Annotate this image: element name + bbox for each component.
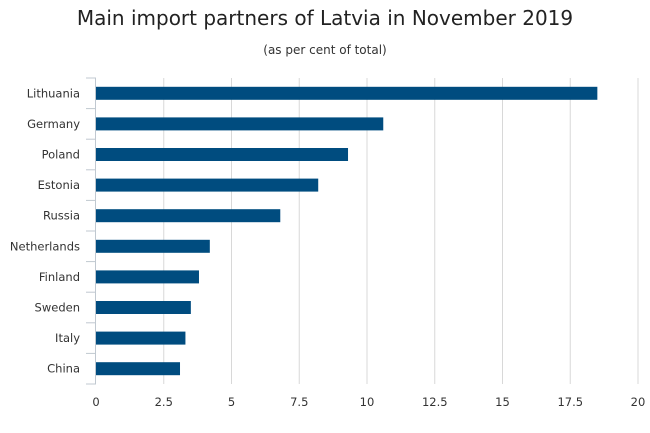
bar-poland bbox=[96, 148, 349, 161]
x-tick-label: 5 bbox=[228, 395, 235, 409]
bar-estonia bbox=[96, 178, 319, 192]
chart-subtitle: (as per cent of total) bbox=[263, 43, 387, 57]
x-tick-labels: 0 2.5 5 7.5 10 12.5 15 17.5 20 bbox=[92, 395, 645, 409]
category-label: China bbox=[47, 362, 80, 376]
bar-sweden bbox=[96, 301, 191, 314]
bar-russia bbox=[96, 209, 281, 223]
category-label: Sweden bbox=[35, 301, 80, 315]
chart-title: Main import partners of Latvia in Novemb… bbox=[76, 6, 574, 30]
y-axis bbox=[86, 77, 96, 385]
bar-finland bbox=[96, 270, 199, 284]
category-label: Italy bbox=[55, 331, 80, 345]
category-label: Netherlands bbox=[10, 239, 80, 253]
x-tick-label: 12.5 bbox=[422, 395, 448, 409]
x-tick-label: 15 bbox=[495, 395, 510, 409]
bars bbox=[96, 86, 598, 376]
x-tick-label: 7.5 bbox=[290, 395, 308, 409]
x-tick-label: 0 bbox=[92, 395, 99, 409]
bar-netherlands bbox=[96, 239, 210, 253]
x-tick-label: 17.5 bbox=[557, 395, 583, 409]
category-label: Poland bbox=[42, 148, 80, 162]
bar-lithuania bbox=[96, 86, 598, 100]
category-label: Germany bbox=[27, 117, 80, 131]
category-label: Estonia bbox=[38, 178, 80, 192]
category-label: Russia bbox=[43, 209, 80, 223]
bar-germany bbox=[96, 117, 384, 131]
bar-italy bbox=[96, 331, 186, 345]
bar-china bbox=[96, 362, 181, 376]
x-tick-label: 20 bbox=[631, 395, 646, 409]
category-label: Finland bbox=[39, 270, 80, 284]
x-tick-label: 2.5 bbox=[155, 395, 173, 409]
category-label: Lithuania bbox=[27, 86, 80, 100]
category-labels: Lithuania Germany Poland Estonia Russia Nethe… bbox=[10, 86, 80, 375]
x-tick-label: 10 bbox=[360, 395, 375, 409]
